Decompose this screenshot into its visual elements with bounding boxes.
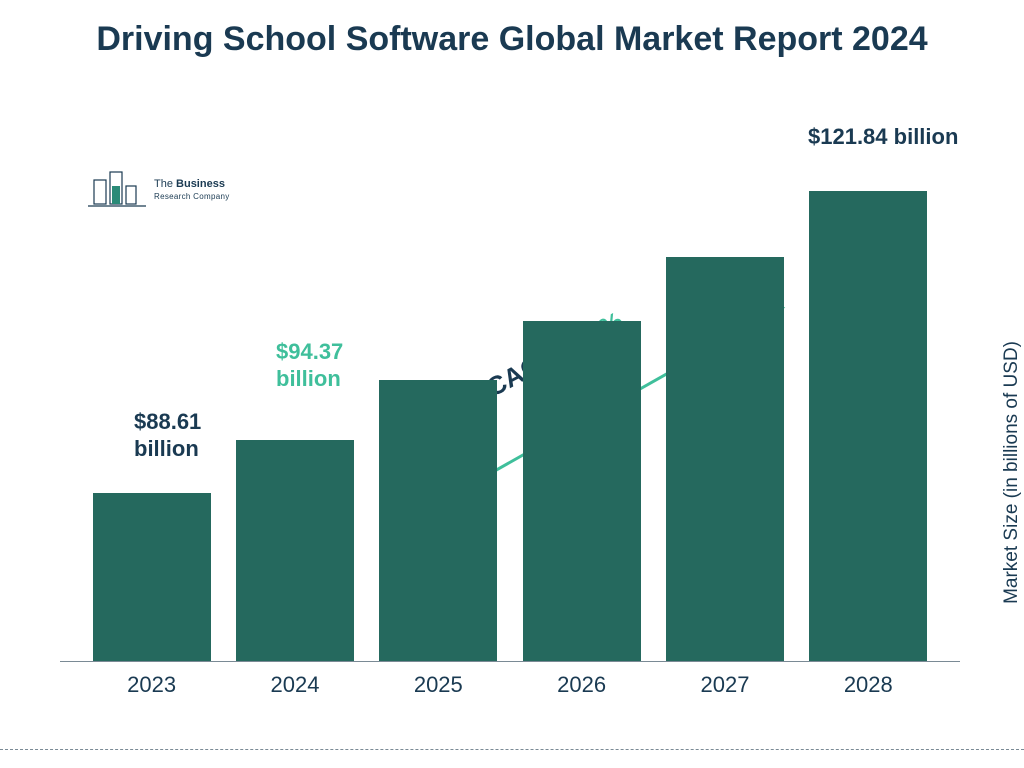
bar-2028: 2028 xyxy=(809,191,927,662)
bar xyxy=(93,493,211,662)
bar-2024: 2024 xyxy=(236,440,354,662)
chart-title: Driving School Software Global Market Re… xyxy=(0,0,1024,61)
bar-2026: 2026 xyxy=(523,321,641,662)
bar xyxy=(523,321,641,662)
value-label-0: $88.61billion xyxy=(134,409,201,462)
chart-area: CAGR 6.6% 202320242025202620272028 $88.6… xyxy=(60,130,960,710)
y-axis-label: Market Size (in billions of USD) xyxy=(1001,341,1023,604)
x-tick-label: 2023 xyxy=(127,672,176,698)
footer-divider xyxy=(0,749,1024,750)
bar-2025: 2025 xyxy=(379,380,497,662)
x-tick-label: 2025 xyxy=(414,672,463,698)
bar xyxy=(379,380,497,662)
bar xyxy=(809,191,927,662)
x-tick-label: 2024 xyxy=(271,672,320,698)
value-label-1: $94.37billion xyxy=(276,339,343,392)
bar-2027: 2027 xyxy=(666,257,784,662)
x-tick-label: 2027 xyxy=(700,672,749,698)
x-axis-line xyxy=(60,661,960,662)
bar-2023: 2023 xyxy=(93,493,211,662)
x-tick-label: 2028 xyxy=(844,672,893,698)
bar xyxy=(236,440,354,662)
x-tick-label: 2026 xyxy=(557,672,606,698)
bar xyxy=(666,257,784,662)
value-label-2: $121.84 billion xyxy=(808,124,958,150)
